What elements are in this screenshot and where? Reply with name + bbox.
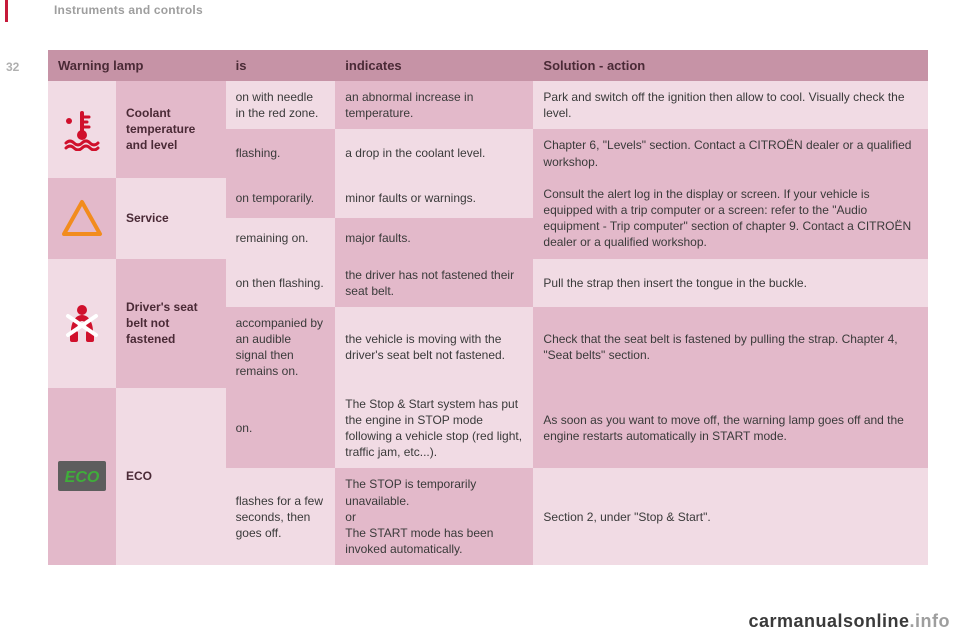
coolant-temp-icon <box>60 107 104 151</box>
seatbelt-icon <box>60 301 104 345</box>
col-warning-lamp: Warning lamp <box>48 50 226 81</box>
col-solution: Solution - action <box>533 50 928 81</box>
service-warning-icon <box>60 198 104 238</box>
col-is: is <box>226 50 336 81</box>
icon-cell <box>48 178 116 259</box>
page-number: 32 <box>6 60 19 74</box>
icon-cell: ECO <box>48 388 116 566</box>
svg-text:ECO: ECO <box>65 469 100 486</box>
table-row: Serviceon temporarily.minor faults or wa… <box>48 178 928 218</box>
lamp-label: Driver's seat belt not fastened <box>116 259 226 388</box>
table-row: ECO ECOon.The Stop & Start system has pu… <box>48 388 928 469</box>
col-indicates: indicates <box>335 50 533 81</box>
watermark: carmanualsonline.info <box>748 611 950 632</box>
table-row: Driver's seat belt not fastenedon then f… <box>48 259 928 307</box>
table-header-row: Warning lamp is indicates Solution - act… <box>48 50 928 81</box>
icon-cell <box>48 259 116 388</box>
manual-page: Instruments and controls 32 Warning lamp… <box>0 0 960 640</box>
lamp-label: Service <box>116 178 226 259</box>
section-title: Instruments and controls <box>54 3 203 17</box>
watermark-suffix: .info <box>910 611 951 631</box>
lamp-label: Coolant temperature and level <box>116 81 226 178</box>
accent-bar <box>5 0 8 22</box>
solution-cell: Consult the alert log in the display or … <box>533 178 928 259</box>
watermark-main: carmanualsonline <box>748 611 909 631</box>
lamp-label: ECO <box>116 388 226 566</box>
icon-cell <box>48 81 116 178</box>
table-row: Coolant temperature and levelon with nee… <box>48 81 928 129</box>
warning-lamp-table: Warning lamp is indicates Solution - act… <box>48 50 928 565</box>
eco-icon: ECO <box>58 461 106 491</box>
